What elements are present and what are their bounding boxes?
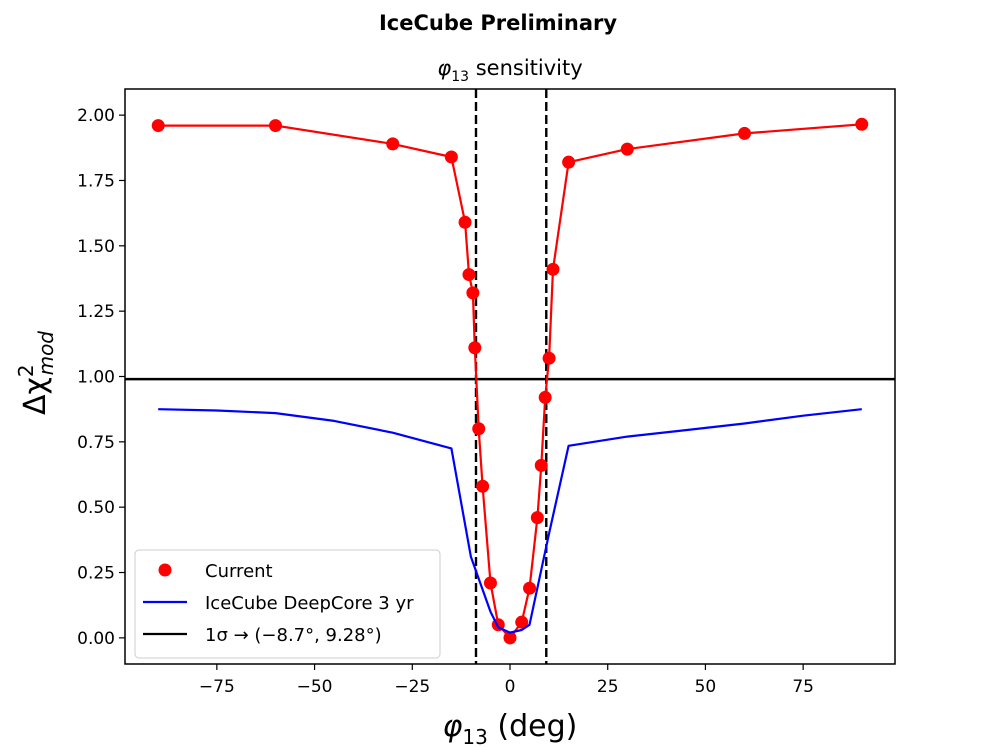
data-point-current-2: [386, 137, 400, 151]
y-tick-label-1: 0.25: [77, 564, 115, 584]
x-tick-label-1: −50: [297, 677, 333, 697]
data-point-current-9: [476, 479, 490, 493]
data-point-current-23: [855, 117, 869, 131]
data-point-current-0: [151, 119, 165, 133]
data-point-current-12: [503, 631, 517, 645]
data-point-current-21: [620, 142, 634, 156]
y-tick-label-2: 0.50: [77, 498, 115, 518]
data-point-current-13: [515, 615, 529, 629]
legend-label-sigma: 1σ → (−8.7°, 9.28°): [205, 625, 382, 646]
data-point-current-15: [530, 511, 544, 525]
x-tick-label-0: −75: [199, 677, 235, 697]
preliminary-banner: IceCube Preliminary: [379, 11, 617, 35]
legend-marker-current: [158, 563, 172, 577]
data-point-current-3: [444, 150, 458, 164]
y-tick-label-8: 2.00: [77, 106, 115, 126]
y-tick-label-5: 1.25: [77, 302, 115, 322]
data-point-current-7: [468, 341, 482, 355]
data-point-current-8: [472, 422, 486, 436]
plot-area: [125, 89, 895, 664]
x-tick-label-2: −25: [394, 677, 430, 697]
data-point-current-17: [538, 390, 552, 404]
legend-label-current: Current: [205, 561, 273, 582]
y-tick-label-7: 1.75: [77, 171, 115, 191]
y-tick-label-0: 0.00: [77, 629, 115, 649]
y-tick-label-6: 1.50: [77, 237, 115, 257]
data-point-current-5: [462, 268, 476, 282]
data-point-current-10: [483, 576, 497, 590]
data-point-current-19: [546, 262, 560, 276]
axes: −75 −50 −25 0 25 50 75 0.00 0.25 0.50 0.75 1.00 1.25…: [77, 88, 896, 697]
data-point-current-4: [458, 215, 472, 229]
data-point-current-16: [534, 458, 548, 472]
data-point-current-20: [562, 155, 576, 169]
x-tick-label-5: 50: [695, 677, 717, 697]
legend: Current IceCube DeepCore 3 yr 1σ → (−8.7…: [134, 549, 441, 659]
y-axis-label: Δχ2mod: [14, 331, 58, 415]
data-point-current-6: [466, 286, 480, 300]
data-point-current-18: [542, 351, 556, 365]
x-tick-label-6: 75: [792, 677, 814, 697]
data-point-current-1: [268, 119, 282, 133]
legend-label-deepcore: IceCube DeepCore 3 yr: [205, 593, 414, 614]
data-point-current-14: [523, 581, 537, 595]
x-axis-label: φ13 (deg): [443, 709, 578, 747]
series-line-icecube-deepcore-3-yr: [158, 408, 862, 634]
y-tick-label-4: 1.00: [77, 368, 115, 388]
data-point-current-22: [738, 126, 752, 140]
y-tick-label-3: 0.75: [77, 433, 115, 453]
series-line-current: [158, 123, 862, 640]
legend-box: [134, 549, 441, 659]
x-tick-label-4: 25: [597, 677, 619, 697]
chart-title: φ13 sensitivity: [437, 56, 582, 85]
x-tick-label-3: 0: [505, 677, 516, 697]
